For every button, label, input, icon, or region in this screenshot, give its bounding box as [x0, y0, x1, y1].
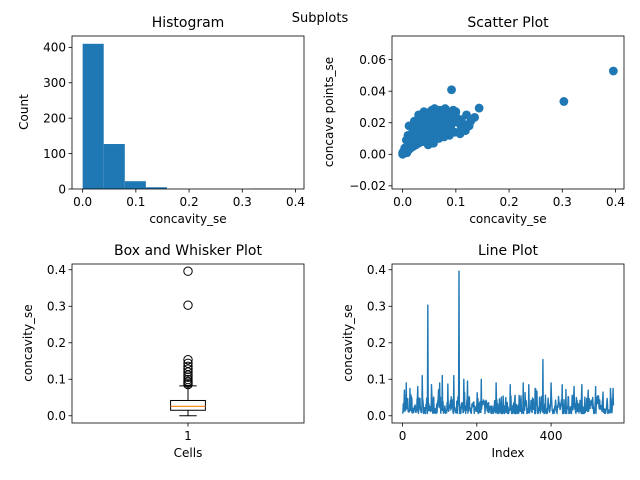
y-tick-label: 0.06	[359, 53, 386, 67]
subplot-title: Line Plot	[478, 243, 539, 259]
y-tick-label: 200	[43, 111, 66, 125]
y-tick-label: 400	[43, 41, 66, 55]
subplot-title: Box and Whisker Plot	[114, 243, 262, 259]
histogram-bar	[83, 44, 104, 189]
outlier-point	[184, 301, 192, 309]
x-tick-label: 0.0	[393, 195, 412, 209]
plot-area-scatter	[398, 67, 618, 159]
scatter-point	[451, 112, 460, 121]
y-tick-label: 0.4	[47, 263, 66, 277]
x-axis-label: concavity_se	[469, 212, 546, 226]
scatter-point	[475, 104, 484, 113]
y-tick-label: 0.3	[47, 300, 66, 314]
x-tick-label: 1	[184, 429, 192, 443]
subplot-layer: 0.0 0.1 0.2 0.3 0.4 0 100 200 300 400 Histogram con…	[17, 15, 625, 460]
scatter-point	[559, 97, 568, 106]
x-tick-label: 0.1	[446, 195, 465, 209]
subplot-title: Scatter Plot	[467, 15, 549, 31]
y-tick-label: 0.4	[367, 263, 386, 277]
scatter-point	[442, 118, 451, 127]
scatter-point	[461, 126, 470, 135]
plot-area-box	[171, 267, 206, 416]
histogram-bar	[125, 181, 146, 189]
y-axis-label: concavity_se	[341, 304, 355, 381]
subplot-title: Histogram	[152, 15, 225, 31]
box-iqr	[171, 400, 206, 410]
y-tick-label: 0.1	[367, 373, 386, 387]
outlier-point	[184, 267, 192, 275]
y-tick-label: 0.0	[367, 409, 386, 423]
y-tick-label: 0.2	[47, 336, 66, 350]
y-tick-label: 0	[58, 182, 66, 196]
x-tick-label: 0.3	[233, 195, 252, 209]
x-tick-label: 0.0	[73, 195, 92, 209]
histogram-bar	[104, 144, 125, 189]
x-axis-label: Index	[491, 446, 524, 460]
x-tick-label: 0.3	[553, 195, 572, 209]
scatter-point	[466, 117, 475, 126]
x-tick-label: 0.4	[606, 195, 625, 209]
y-tick-label: 0.04	[359, 85, 386, 99]
x-tick-label: 0.2	[500, 195, 519, 209]
y-tick-label: 0.1	[47, 373, 66, 387]
x-tick-label: 0.2	[180, 195, 199, 209]
y-tick-label: 0.0	[47, 409, 66, 423]
y-tick-label: 0.02	[359, 116, 386, 130]
plot-area-line	[403, 271, 614, 413]
y-axis-label: concavity_se	[21, 304, 35, 381]
y-tick-label: 300	[43, 76, 66, 90]
y-tick-label: 0.00	[359, 148, 386, 162]
x-tick-label: 0	[399, 429, 407, 443]
y-tick-label: 0.3	[367, 300, 386, 314]
y-axis-label: concave points_se	[322, 57, 336, 167]
plot-area-bar	[83, 44, 294, 189]
scatter-point	[447, 85, 456, 94]
y-tick-label: −0.02	[349, 179, 386, 193]
x-tick-label: 0.4	[286, 195, 305, 209]
scatter-point	[437, 110, 446, 119]
y-tick-label: 100	[43, 147, 66, 161]
scatter-point	[609, 67, 618, 76]
line-series	[403, 271, 614, 413]
x-axis-label: concavity_se	[149, 212, 226, 226]
suptitle: Subplots	[292, 11, 349, 26]
y-tick-label: 0.2	[367, 336, 386, 350]
x-axis-label: Cells	[174, 446, 203, 460]
x-tick-label: 400	[540, 429, 563, 443]
scatter-point	[418, 120, 427, 129]
x-tick-label: 200	[465, 429, 488, 443]
y-axis-label: Count	[17, 94, 31, 130]
x-tick-label: 0.1	[126, 195, 145, 209]
